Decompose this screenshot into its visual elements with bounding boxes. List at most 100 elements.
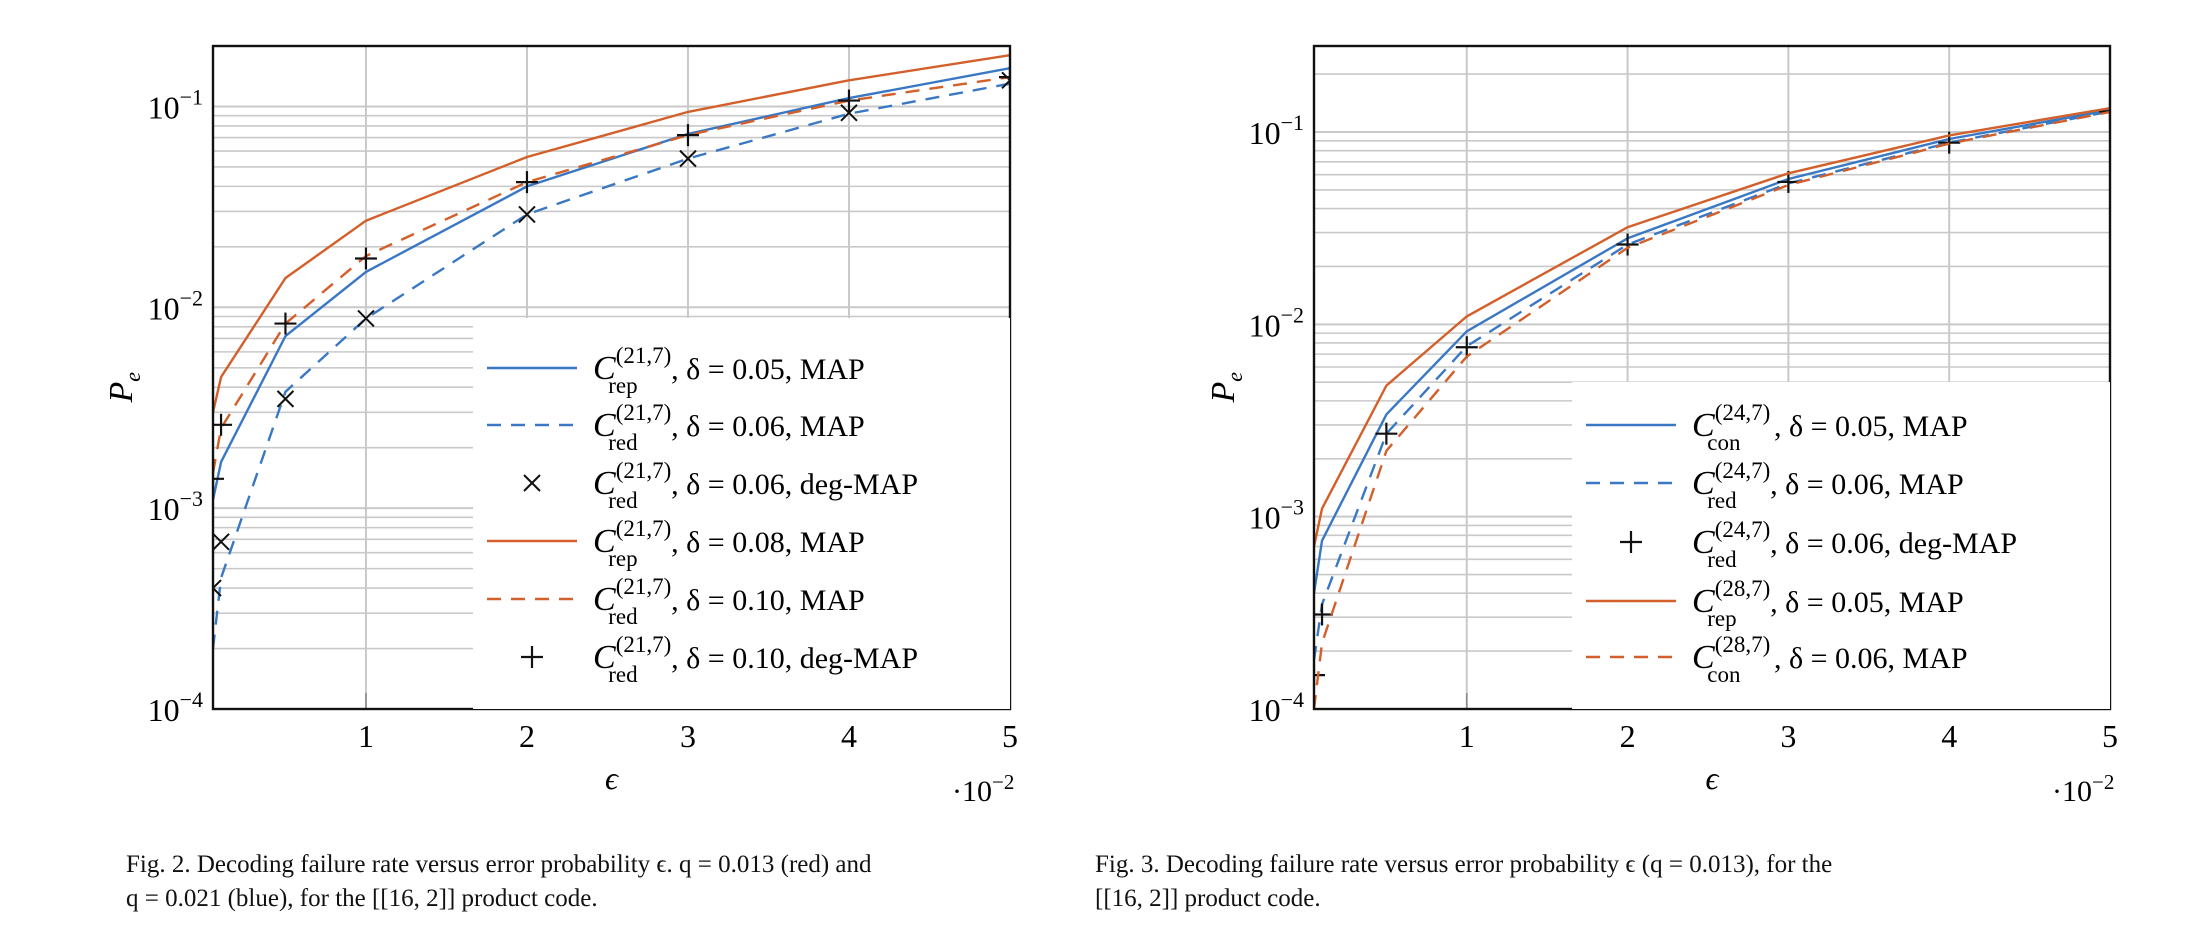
x-tick-label: 3 [680, 718, 696, 754]
y-tick-label: 10−3 [1249, 495, 1304, 536]
legend-code-sup: (28,7) [1715, 632, 1771, 657]
y-axis-label-main: P [103, 382, 140, 404]
legend-code-sub: red [608, 430, 638, 455]
legend-code-sup: (21,7) [616, 458, 672, 483]
y-tick-base: 10 [148, 491, 180, 527]
legend-rest: , δ = 0.06, MAP [671, 410, 865, 443]
legend-label: C(21,7) red , δ = 0.06, deg-MAP [593, 458, 918, 513]
legend-item: C(21,7) rep , δ = 0.08, MAP [487, 516, 865, 571]
y-tick-base: 10 [1249, 115, 1281, 151]
legend-item: C(24,7) con , δ = 0.05, MAP [1586, 400, 1968, 455]
legend-code: C [593, 581, 616, 618]
y-axis-label: Pe [103, 372, 145, 404]
y-tick-label: 10−3 [148, 486, 203, 527]
marker-stroke [840, 104, 858, 122]
x-marker [523, 474, 541, 492]
plot-area [213, 54, 1010, 649]
x-scale-note: ·10−2 [952, 770, 1014, 808]
legend-code: C [593, 350, 616, 387]
legend-code: C [1692, 639, 1715, 676]
legend-code-sup: (21,7) [616, 574, 672, 599]
legend-item: C(21,7) red , δ = 0.06, MAP [487, 400, 865, 455]
legend-code-sup: (21,7) [616, 632, 672, 657]
y-tick-base: 10 [148, 89, 180, 125]
marker-stroke [276, 390, 295, 408]
y-tick-exponent: −4 [1281, 687, 1304, 712]
legend-code-sup: (24,7) [1715, 400, 1771, 425]
legend-code-sup: (28,7) [1715, 576, 1771, 601]
y-tick-exponent: −1 [1281, 110, 1304, 135]
y-tick-label: 10−2 [148, 285, 203, 326]
x-marker [840, 104, 858, 122]
x-tick-label: 3 [1780, 718, 1796, 754]
plus-marker [515, 171, 538, 194]
y-tick-base: 10 [1249, 500, 1281, 536]
plus-marker [354, 247, 377, 270]
x-tick-label: 5 [2102, 718, 2118, 754]
legend-rest: , δ = 0.06, deg-MAP [1770, 527, 2017, 560]
legend-item: C(21,7) rep , δ = 0.05, MAP [487, 343, 865, 398]
legend-rest: , δ = 0.08, MAP [671, 526, 865, 559]
marker-stroke [213, 586, 222, 597]
x-marker [679, 149, 697, 168]
caption-line: Fig. 2. Decoding failure rate versus err… [126, 851, 872, 878]
marker-stroke [357, 309, 375, 328]
marker-stroke [679, 149, 697, 168]
legend-code-sub: con [1707, 430, 1741, 455]
legend-code-sub: red [1707, 547, 1737, 572]
y-tick-label: 10−1 [1249, 110, 1304, 151]
series-line [213, 67, 1010, 501]
legend-rest: , δ = 0.05, MAP [671, 353, 865, 386]
plus-marker [1616, 233, 1639, 256]
y-axis-label-sub: e [120, 372, 145, 382]
legend-label: C(21,7) rep , δ = 0.08, MAP [593, 516, 865, 571]
y-tick-exponent: −2 [180, 285, 203, 310]
y-axis-label-sub: e [1222, 372, 1247, 382]
plus-marker [837, 89, 860, 112]
legend-code: C [593, 639, 616, 676]
series-line [1314, 110, 2110, 709]
legend-code-sup: (21,7) [616, 516, 672, 541]
legend-rest: , δ = 0.06, deg-MAP [671, 468, 918, 501]
legend-code: C [593, 465, 616, 502]
y-axis-label: Pe [1205, 372, 1247, 404]
legend-rest: , δ = 0.05, MAP [1774, 410, 1968, 443]
plus-marker [274, 312, 297, 335]
marker-stroke [518, 205, 536, 224]
x-scale-base: ·10 [2052, 775, 2092, 808]
legend-label: C(28,7) rep , δ = 0.05, MAP [1692, 576, 1964, 631]
series-line [213, 75, 1010, 474]
y-tick-label: 10−1 [148, 84, 203, 125]
plus-marker [2099, 100, 2110, 123]
y-tick-exponent: −3 [180, 486, 203, 511]
legend-code-sup: (21,7) [616, 343, 672, 368]
x-tick-label: 1 [358, 718, 374, 754]
legend-item: C(21,7) red , δ = 0.10, deg-MAP [521, 632, 918, 687]
marker-stroke [523, 474, 541, 492]
legend-item: C(24,7) red , δ = 0.06, MAP [1586, 458, 1964, 513]
y-tick-label: 10−4 [1249, 687, 1304, 728]
legend-item: C(24,7) red , δ = 0.06, deg-MAP [1620, 517, 2017, 572]
chart-fig2: 1 2 3 4 510−410−310−210−1ϵ ·10−2Pe C(21,7) rep,… [103, 44, 1018, 808]
x-marker [1001, 71, 1010, 89]
legend-rest: , δ = 0.06, MAP [1774, 642, 1968, 675]
plus-marker [1777, 170, 1800, 193]
x-marker [518, 205, 536, 224]
legend-code: C [1692, 407, 1715, 444]
legend-rest: , δ = 0.06, MAP [1770, 468, 1964, 501]
caption-line: Fig. 3. Decoding failure rate versus err… [1095, 851, 1833, 878]
x-tick-label: 2 [519, 718, 535, 754]
legend-code-sub: rep [608, 546, 637, 571]
x-marker [213, 533, 230, 551]
series-line [213, 82, 1010, 649]
legend-code: C [1692, 465, 1715, 502]
legend-code-sub: con [1707, 662, 1741, 687]
plot-area [1314, 100, 2110, 709]
marker-stroke [213, 579, 222, 590]
x-scale-exponent: −2 [992, 770, 1014, 794]
legend-label: C(24,7) con , δ = 0.05, MAP [1692, 400, 1968, 455]
y-tick-base: 10 [148, 290, 180, 326]
legend-item: C(28,7) rep , δ = 0.05, MAP [1586, 576, 1964, 631]
legend-code-sub: red [608, 662, 638, 687]
